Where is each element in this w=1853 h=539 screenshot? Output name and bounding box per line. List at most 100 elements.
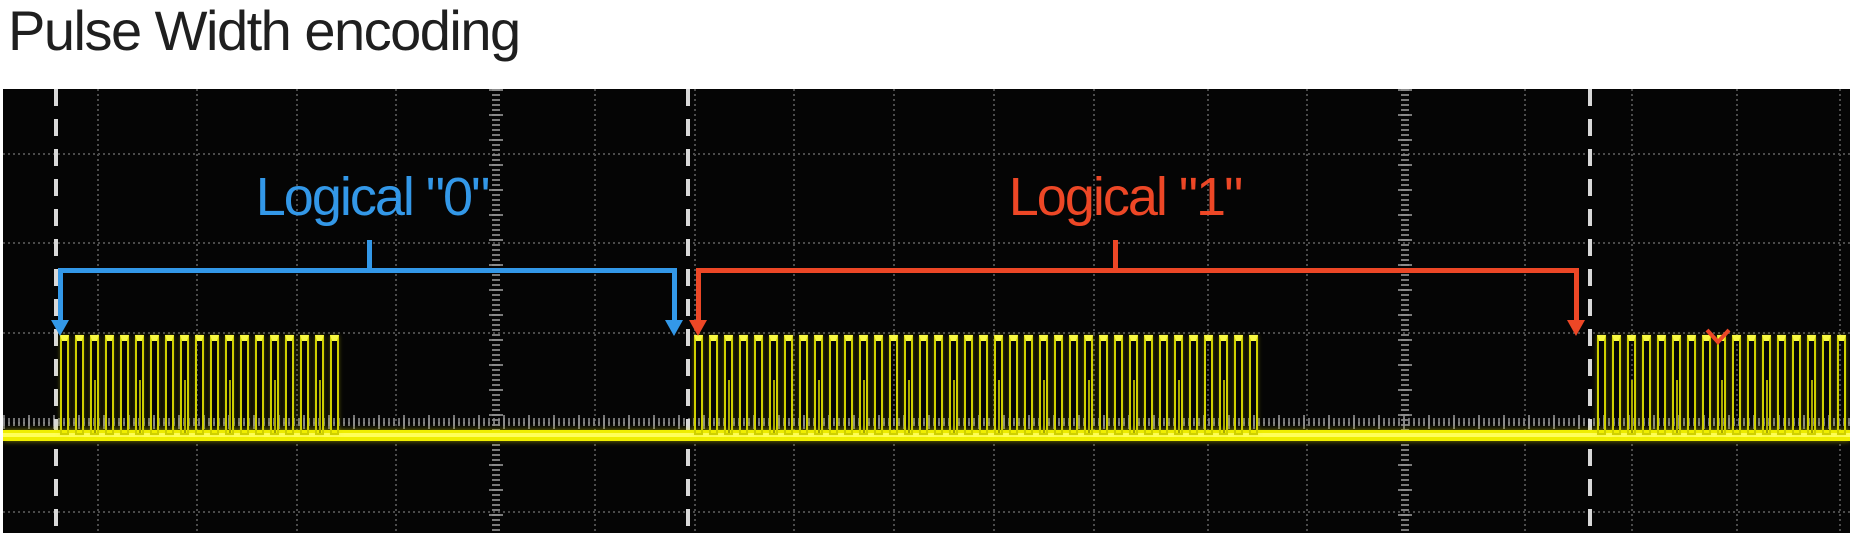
gridline-vertical — [993, 89, 995, 533]
pulse-bar — [315, 335, 324, 435]
y-axis-major-tick-marks — [1398, 89, 1412, 533]
pulse-bar — [964, 335, 973, 435]
logical-0-label-stem — [367, 240, 372, 268]
y-axis-major-tick-marks — [489, 89, 503, 533]
pulse-bar — [120, 335, 129, 435]
gridline-vertical — [893, 89, 895, 533]
pulse-bar — [889, 335, 898, 435]
pulse-bar — [1234, 335, 1243, 435]
logical-1-label: Logical "1" — [1008, 167, 1243, 227]
pulse-bar — [1114, 335, 1123, 435]
pulse-bar — [90, 335, 99, 435]
pulse-bar — [300, 335, 309, 435]
pulse-bar — [330, 335, 339, 435]
logical-1-bracket-arrow-stem — [1574, 268, 1579, 320]
pulse-bar — [1144, 335, 1153, 435]
pulse-bar — [1024, 335, 1033, 435]
logical-0-bracket-horizontal — [60, 268, 674, 273]
pulse-bar — [1672, 335, 1681, 435]
pulse-bar — [270, 335, 279, 435]
pulse-bar — [1777, 335, 1786, 435]
pulse-bar — [165, 335, 174, 435]
gridline-vertical — [1631, 89, 1633, 533]
gridline-vertical — [594, 89, 596, 533]
pulse-bar — [919, 335, 928, 435]
pulse-bar — [180, 335, 189, 435]
pulse-bar — [1189, 335, 1198, 435]
pulse-bar — [1084, 335, 1093, 435]
pulse-bar — [60, 335, 69, 435]
gridline-vertical — [1093, 89, 1095, 533]
pulse-bar — [1204, 335, 1213, 435]
pulse-bar — [829, 335, 838, 435]
signal-baseline-core — [3, 433, 1850, 437]
pulse-bar — [1642, 335, 1651, 435]
gridline-vertical — [1306, 89, 1308, 533]
pulse-bar — [1009, 335, 1018, 435]
pulse-bar — [1702, 335, 1711, 435]
pulse-bar — [799, 335, 808, 435]
pulse-bar — [874, 335, 883, 435]
gridline-vertical — [1207, 89, 1209, 533]
pulse-bar — [255, 335, 264, 435]
pulse-bar — [1612, 335, 1621, 435]
logical-1-label-stem — [1113, 240, 1118, 268]
pulse-bar — [1099, 335, 1108, 435]
logical-0-bracket-arrow-stem — [672, 268, 677, 320]
pulse-bar — [769, 335, 778, 435]
pulse-bar — [934, 335, 943, 435]
pulse-bar — [1747, 335, 1756, 435]
pulse-bar — [285, 335, 294, 435]
trigger-marker-icon — [1704, 327, 1732, 350]
gridline-horizontal — [3, 242, 1850, 244]
gridline-vertical — [1736, 89, 1738, 533]
pulse-bar — [994, 335, 1003, 435]
pulse-bar — [1732, 335, 1741, 435]
gridline-vertical — [1839, 89, 1841, 533]
pulse-bar — [979, 335, 988, 435]
pulse-bar — [739, 335, 748, 435]
pulse-bar — [724, 335, 733, 435]
logical-0-bracket-arrowhead — [665, 320, 683, 336]
pulse-bar — [754, 335, 763, 435]
gridline-vertical — [1524, 89, 1526, 533]
bit-boundary-dashed-line — [686, 89, 690, 527]
pulse-bar — [135, 335, 144, 435]
pulse-bar — [1717, 335, 1726, 435]
gridline-vertical — [97, 89, 99, 533]
pulse-bar — [1762, 335, 1771, 435]
logical-1-bracket-arrowhead — [1567, 320, 1585, 336]
logical-1-bracket-arrow-stem — [696, 268, 701, 320]
pulse-bar — [859, 335, 868, 435]
logical-1-bracket-arrowhead — [689, 320, 707, 336]
pulse-bar — [1039, 335, 1048, 435]
pulse-bar — [709, 335, 718, 435]
pulse-bar — [150, 335, 159, 435]
logical-0-bracket-arrow-stem — [58, 268, 63, 320]
pulse-bar — [904, 335, 913, 435]
pulse-bar — [1657, 335, 1666, 435]
pulse-bar — [75, 335, 84, 435]
gridline-vertical — [793, 89, 795, 533]
page-title: Pulse Width encoding — [8, 0, 521, 62]
pulse-bar — [210, 335, 219, 435]
pulse-bar — [844, 335, 853, 435]
pulse-bar — [694, 335, 703, 435]
oscilloscope-panel — [3, 89, 1850, 533]
pulse-bar — [814, 335, 823, 435]
logical-0-label: Logical "0" — [255, 167, 490, 227]
red-v-icon — [1705, 328, 1731, 345]
pulse-bar — [1219, 335, 1228, 435]
pulse-bar — [1627, 335, 1636, 435]
pulse-bar — [1687, 335, 1696, 435]
pulse-bar — [784, 335, 793, 435]
gridline-horizontal — [3, 153, 1850, 155]
gridline-vertical — [296, 89, 298, 533]
pulse-bar — [1792, 335, 1801, 435]
bit-boundary-dashed-line — [54, 89, 58, 527]
pulse-bar — [105, 335, 114, 435]
gridline-horizontal — [3, 511, 1850, 513]
logical-1-bracket-horizontal — [698, 268, 1576, 273]
pulse-bar — [1822, 335, 1831, 435]
